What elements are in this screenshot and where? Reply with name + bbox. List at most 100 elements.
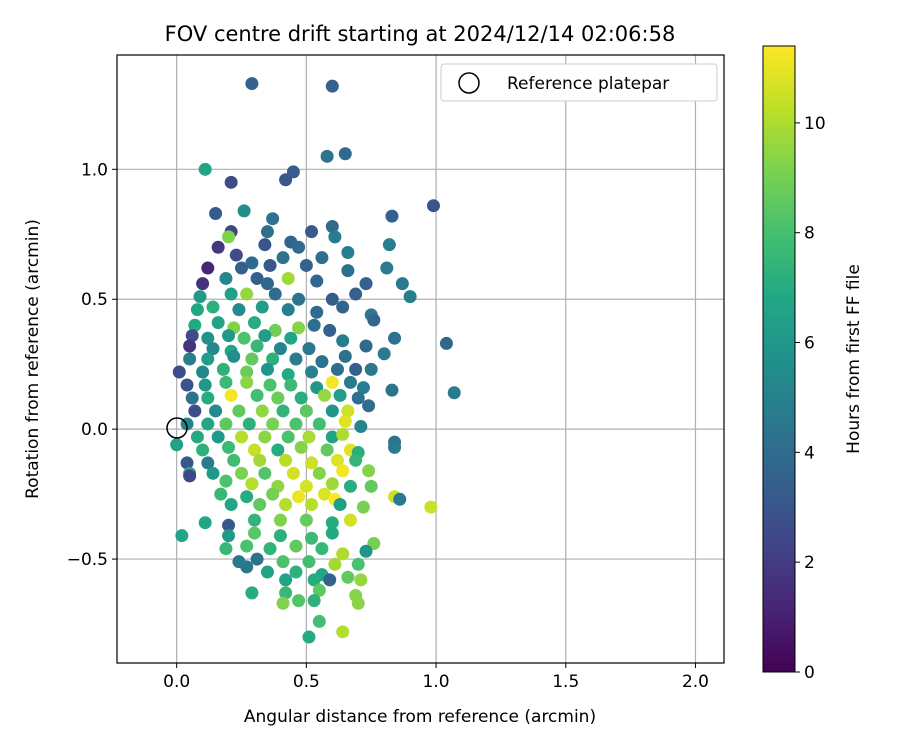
scatter-point [237, 331, 251, 345]
scatter-point [325, 430, 339, 444]
scatter-point [315, 542, 329, 556]
scatter-point [380, 261, 394, 275]
scatter-point [190, 430, 204, 444]
scatter-point [222, 440, 236, 454]
scatter-point [183, 469, 197, 483]
scatter-point [211, 240, 225, 254]
scatter-point [224, 287, 238, 301]
scatter-point [271, 391, 285, 405]
scatter-point [209, 206, 223, 220]
scatter-point [224, 498, 238, 512]
colorbar-gradient [762, 45, 796, 673]
scatter-point [222, 529, 236, 543]
legend-marker-icon [458, 72, 480, 94]
scatter-point [185, 391, 199, 405]
scatter-point [245, 77, 259, 91]
scatter-point [209, 404, 223, 418]
colorbar-ticks: 0 2 4 6 8 10 [795, 114, 826, 683]
x-tick-label: 0.0 [163, 672, 190, 692]
scatter-point [255, 404, 269, 418]
scatter-point [323, 323, 337, 337]
scatter-point [349, 287, 363, 301]
scatter-point [426, 199, 440, 213]
scatter-point [377, 347, 391, 361]
scatter-point [284, 331, 298, 345]
scatter-point [279, 573, 293, 587]
scatter-point [222, 230, 236, 244]
scatter-point [447, 386, 461, 400]
scatter-point [245, 352, 259, 366]
scatter-point [240, 560, 254, 574]
scatter-point [333, 388, 347, 402]
scatter-point [351, 391, 365, 405]
scatter-point [330, 453, 344, 467]
scatter-point [286, 466, 300, 480]
scatter-point [281, 368, 295, 382]
scatter-point [266, 417, 280, 431]
x-tick-label: 2.0 [682, 672, 709, 692]
scatter-point [302, 555, 316, 569]
scatter-point [188, 404, 202, 418]
scatter-point [227, 453, 241, 467]
scatter-point [320, 443, 334, 457]
scatter-point [190, 303, 204, 317]
scatter-point [325, 404, 339, 418]
scatter-point [354, 573, 368, 587]
scatter-point [273, 529, 287, 543]
scatter-point [263, 378, 277, 392]
scatter-point [307, 318, 321, 332]
scatter-point [232, 303, 246, 317]
scatter-point [367, 313, 381, 327]
scatter-point [175, 529, 189, 543]
scatter-point [273, 342, 287, 356]
scatter-point [328, 557, 342, 571]
scatter-point [279, 173, 293, 187]
scatter-point [292, 292, 306, 306]
scatter-point [211, 430, 225, 444]
scatter-point [279, 453, 293, 467]
scatter-point [388, 331, 402, 345]
scatter-point [245, 256, 259, 270]
scatter-point [364, 479, 378, 493]
scatter-point [276, 251, 290, 265]
scatter-point [284, 378, 298, 392]
scatter-point [281, 271, 295, 285]
scatter-point [216, 362, 230, 376]
scatter-point [266, 487, 280, 501]
scatter-point [250, 339, 264, 353]
scatter-point [333, 498, 347, 512]
scatter-point [201, 261, 215, 275]
scatter-point [201, 456, 215, 470]
scatter-point [299, 404, 313, 418]
scatter-point [281, 430, 295, 444]
scatter-point [180, 456, 194, 470]
y-tick-label: 0.0 [81, 420, 108, 440]
y-tick-label: −0.5 [67, 550, 108, 570]
scatter-point [439, 336, 453, 350]
scatter-point [289, 417, 303, 431]
scatter-point [170, 438, 184, 452]
scatter-point [359, 277, 373, 291]
colorbar-tick-label: 4 [804, 443, 815, 463]
scatter-point [260, 362, 274, 376]
scatter-point [245, 586, 259, 600]
plot-frame [116, 54, 725, 664]
scatter-point [193, 290, 207, 304]
scatter-point [219, 417, 233, 431]
scatter-point [292, 240, 306, 254]
scatter-point [364, 362, 378, 376]
colorbar-tick-label: 8 [804, 224, 815, 244]
scatter-point [349, 362, 363, 376]
scatter-point [268, 323, 282, 337]
scatter-point [336, 625, 350, 639]
scatter-point [354, 420, 368, 434]
scatter-point [294, 391, 308, 405]
scatter-point [318, 388, 332, 402]
scatter-point [258, 238, 272, 252]
scatter-point [185, 329, 199, 343]
colorbar-label: Hours from first FF file [844, 264, 864, 454]
scatter-point [222, 329, 236, 343]
scatter-point [271, 443, 285, 457]
scatter-point [211, 316, 225, 330]
